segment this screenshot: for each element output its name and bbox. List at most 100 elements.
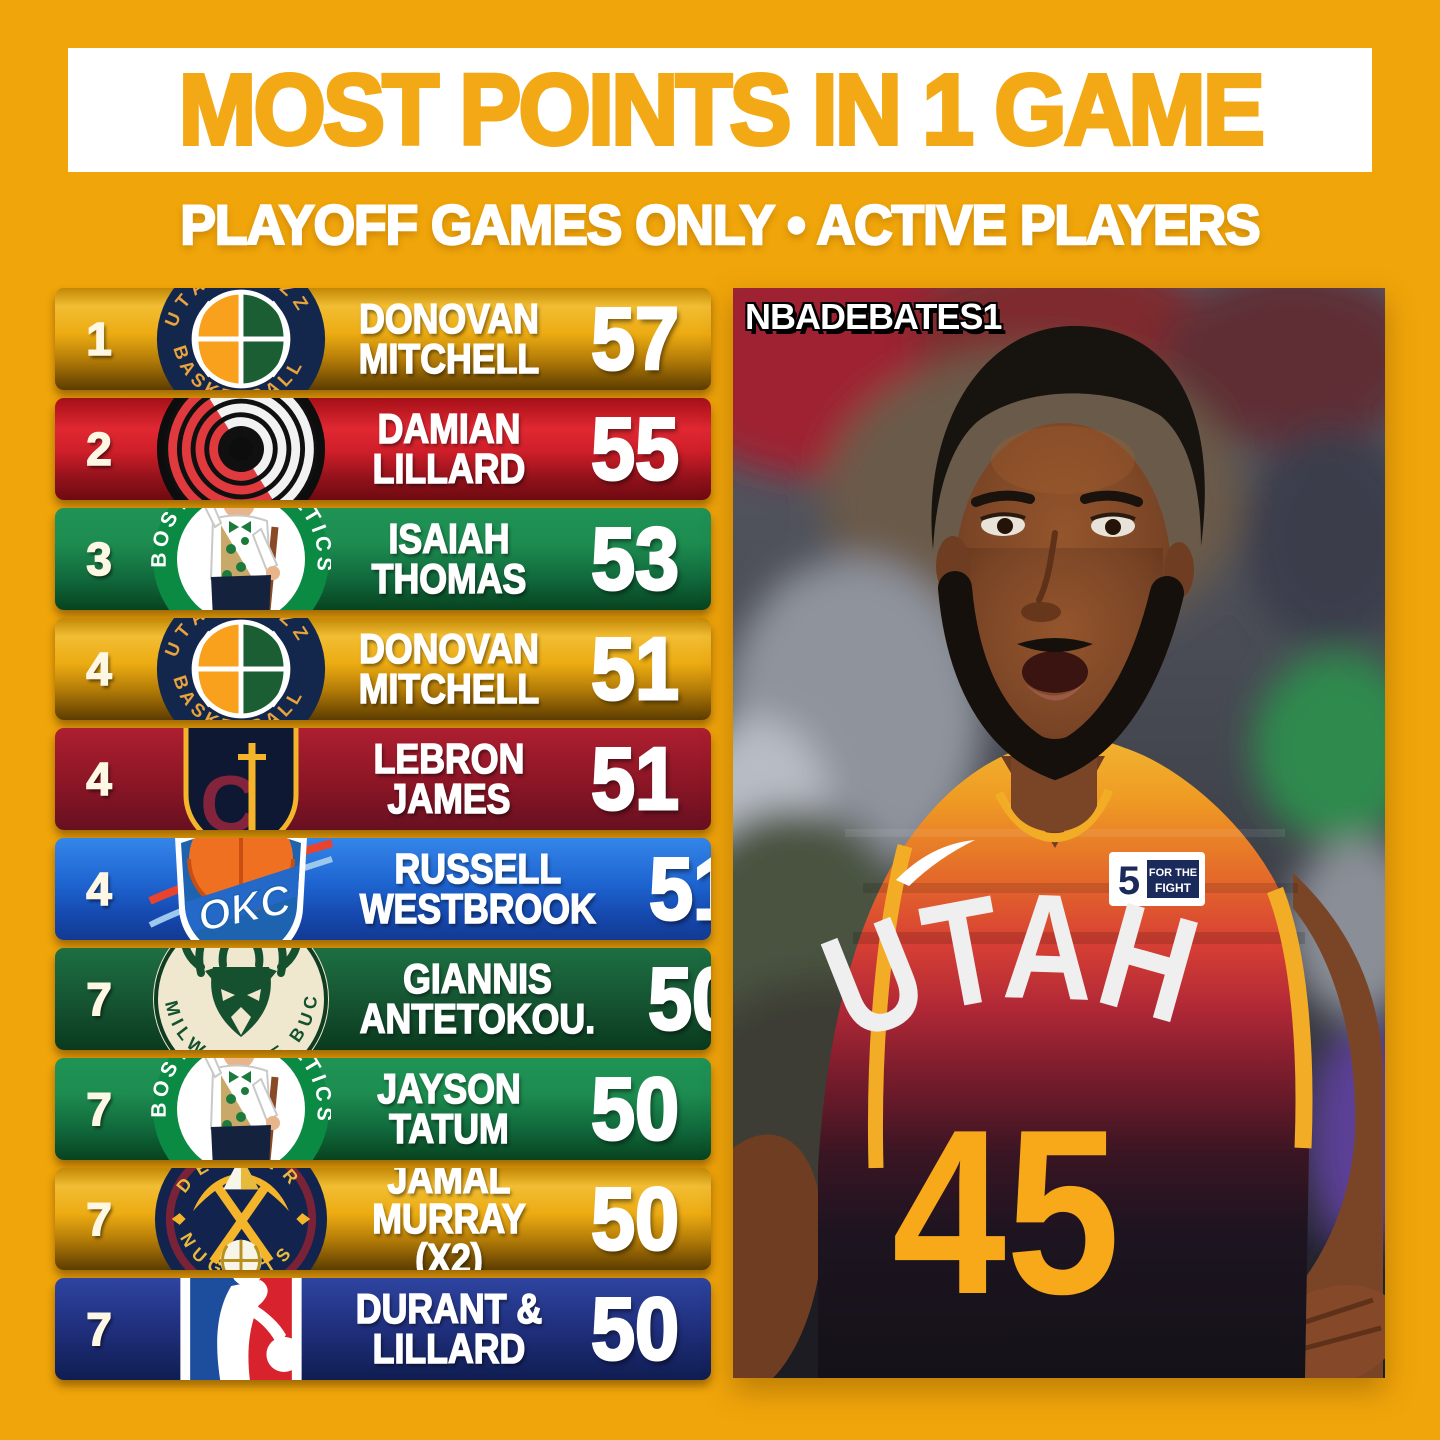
player-name-line1: JAYSON xyxy=(377,1065,522,1113)
points-value: 51 xyxy=(590,728,681,830)
list-item: 3 BOSTON CELTICS xyxy=(55,508,711,610)
player-name-line2: ANTETOKOU. xyxy=(359,995,596,1042)
list-item: 7 MILWAUKEE BUCKS xyxy=(55,948,711,1050)
list-item: 7 DENVER NUGGETS xyxy=(55,1168,711,1270)
celtics-logo-icon: BOSTON CELTICS xyxy=(151,1058,331,1160)
bucks-logo-icon: MILWAUKEE BUCKS xyxy=(151,948,329,1050)
player-name-line2: LILLARD xyxy=(372,445,526,492)
team-logo-cell xyxy=(143,398,339,500)
jersey-number-text: 45 xyxy=(892,1080,1120,1343)
player-name-line2: MITCHELL xyxy=(358,665,540,712)
player-name-line1: DONOVAN xyxy=(358,625,539,673)
list-item: 7 BOSTON CELTICS xyxy=(55,1058,711,1160)
jersey-patch: 5 FOR THE FIGHT xyxy=(1109,852,1205,906)
player-name-line2: MITCHELL xyxy=(358,335,540,382)
team-logo-cell: MILWAUKEE BUCKS xyxy=(143,948,339,1050)
player-name-line1: ISAIAH xyxy=(388,515,510,563)
utah-jazz-logo-icon: UTAH JAZZ BASKETBALL xyxy=(156,288,326,390)
list-item: 2 xyxy=(55,398,711,500)
player-name: RUSSELL WESTBROOK xyxy=(339,845,617,932)
player-name: JAYSON TATUM xyxy=(339,1065,559,1150)
player-photo-illustration: 5 FOR THE FIGHT UTAH 45 xyxy=(733,288,1385,1378)
rank-label: 4 xyxy=(85,752,112,806)
okc-thunder-logo-icon: OKC xyxy=(148,838,334,940)
points-value: 50 xyxy=(590,1058,681,1160)
cavaliers-logo-icon: CAVALIERS C xyxy=(156,728,319,830)
utah-jazz-logo-icon: UTAH JAZZ BASKETBALL xyxy=(156,618,326,720)
player-name-line1: RUSSELL xyxy=(394,845,562,893)
nike-swoosh-icon xyxy=(896,840,975,886)
player-name-line1: GIANNIS xyxy=(402,955,552,1003)
patch-text: FIGHT xyxy=(1155,881,1192,895)
points-value: 51 xyxy=(590,618,681,720)
rank-label: 4 xyxy=(85,862,112,916)
list-item: 4 OKC xyxy=(55,838,711,940)
points-value: 57 xyxy=(590,288,681,390)
leprechaun-figure xyxy=(204,1058,280,1160)
nuggets-logo-icon: DENVER NUGGETS xyxy=(154,1168,328,1270)
player-name-line2: LILLARD xyxy=(372,1325,526,1372)
team-logo-cell xyxy=(143,1278,339,1380)
subtitle-wrap: PLAYOFF GAMES ONLY • ACTIVE PLAYERS xyxy=(0,192,1440,258)
rank-label: 7 xyxy=(85,1082,112,1136)
team-logo-cell: BOSTON CELTICS xyxy=(143,1058,339,1160)
points-value: 51 xyxy=(647,838,711,940)
deer-antlers xyxy=(181,948,301,977)
player-name-line1: DURANT & xyxy=(355,1285,543,1333)
leprechaun-figure xyxy=(204,508,280,610)
team-logo-cell: OKC xyxy=(143,838,339,940)
celtics-logo-icon: BOSTON CELTICS xyxy=(151,508,331,610)
points-value: 50 xyxy=(646,948,711,1050)
ranking-list: 1 UTAH JAZZ BASKETBALL xyxy=(55,288,711,1388)
team-logo-cell: CAVALIERS C xyxy=(143,728,339,830)
rank-label: 2 xyxy=(85,422,112,476)
rank-label: 4 xyxy=(85,642,112,696)
player-name: LEBRON JAMES xyxy=(339,735,559,822)
rank-label: 7 xyxy=(85,1302,112,1356)
player-name-line1: JAMAL xyxy=(387,1168,511,1203)
rank-label: 7 xyxy=(85,972,112,1026)
points-value: 50 xyxy=(590,1278,681,1380)
page-title: MOST POINTS IN 1 GAME xyxy=(176,52,1266,168)
rank-label: 3 xyxy=(85,532,112,586)
player-head xyxy=(931,325,1205,781)
player-name: GIANNIS ANTETOKOU. xyxy=(339,955,616,1042)
player-name-line2: WESTBROOK xyxy=(359,885,596,932)
team-logo-cell: DENVER NUGGETS xyxy=(143,1168,339,1270)
player-name-line2: THOMAS xyxy=(371,555,527,602)
rank-label: 1 xyxy=(85,312,112,366)
team-logo-cell: UTAH JAZZ BASKETBALL xyxy=(143,618,339,720)
player-name: JAMAL MURRAY (X2) xyxy=(339,1168,559,1270)
team-logo-cell: BOSTON CELTICS xyxy=(143,508,339,610)
player-name: DONOVAN MITCHELL xyxy=(339,295,559,382)
cavs-c-letter: C xyxy=(200,759,258,830)
list-item: 1 UTAH JAZZ BASKETBALL xyxy=(55,288,711,390)
player-name: DONOVAN MITCHELL xyxy=(339,625,559,712)
team-logo-cell: UTAH JAZZ BASKETBALL xyxy=(143,288,339,390)
subtitle: PLAYOFF GAMES ONLY • ACTIVE PLAYERS xyxy=(179,192,1261,258)
list-item: 4 CAVALIERS C LEBRON JAMES 51 xyxy=(55,728,711,830)
title-banner: MOST POINTS IN 1 GAME xyxy=(68,48,1372,172)
list-item: 4 UTAH JAZZ BASKETBALL xyxy=(55,618,711,720)
points-value: 50 xyxy=(590,1168,681,1270)
patch-text: FOR THE xyxy=(1149,867,1197,879)
nba-logo-icon xyxy=(180,1278,302,1380)
player-figure: 5 FOR THE FIGHT UTAH 45 xyxy=(733,325,1385,1378)
crossed-pickaxes xyxy=(193,1172,289,1265)
player-name-line1: LEBRON xyxy=(373,735,525,783)
trail-blazers-logo-icon xyxy=(156,398,326,500)
player-name: DURANT & LILLARD xyxy=(339,1285,559,1372)
list-item: 7 DURANT & LILLARD xyxy=(55,1278,711,1380)
rank-label: 7 xyxy=(85,1192,112,1246)
player-photo: 5 FOR THE FIGHT UTAH 45 xyxy=(733,288,1385,1378)
watermark: NBADEBATES1 xyxy=(745,296,1002,337)
player-name-line1: DAMIAN xyxy=(377,405,521,453)
points-value: 55 xyxy=(590,398,681,500)
player-name-line1: DONOVAN xyxy=(358,295,539,343)
player-name-line2: JAMES xyxy=(387,775,511,822)
player-name: ISAIAH THOMAS xyxy=(339,515,559,602)
patch-number: 5 xyxy=(1118,859,1140,903)
points-value: 53 xyxy=(590,508,681,610)
nba-player-silhouette xyxy=(217,1278,302,1380)
